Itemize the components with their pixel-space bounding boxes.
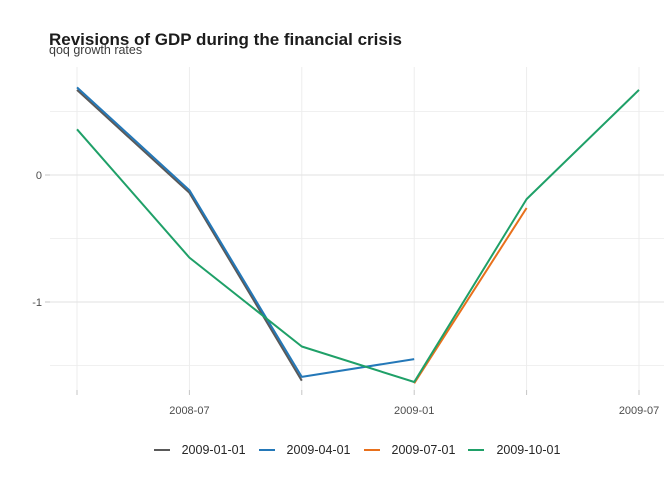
legend-key-line (258, 449, 275, 451)
page-title: Revisions of GDP during the financial cr… (49, 30, 402, 50)
series-line-2009-04-01 (76, 86, 415, 378)
x-axis-tick-label: 2009-07 (619, 405, 659, 417)
y-axis-labels: 0 -1 (32, 170, 42, 309)
legend-item: 2009-01-01 (153, 443, 246, 457)
legend-item: 2009-04-01 (258, 443, 351, 457)
x-gridlines (76, 67, 640, 390)
x-axis-tick-label: 2008-07 (169, 405, 209, 417)
legend-item-label: 2009-10-01 (496, 443, 561, 457)
legend-key-line (363, 449, 380, 451)
legend-key-line (468, 449, 485, 451)
series-line-2009-07-01 (413, 207, 528, 384)
legend-item-label: 2009-04-01 (286, 443, 351, 457)
chart-legend: 2009-01-01 2009-04-01 2009-07-01 2009-10-01 (50, 443, 664, 457)
legend-key-line (153, 449, 170, 451)
legend-item: 2009-07-01 (363, 443, 456, 457)
legend-item-label: 2009-01-01 (181, 443, 246, 457)
x-axis-tick-label: 2009-01 (394, 405, 434, 417)
y-major-gridlines (50, 174, 664, 303)
y-minor-gridlines (50, 111, 664, 366)
x-axis-labels: 2008-07 2009-01 2009-07 (169, 405, 659, 417)
y-axis-tick-label: 0 (36, 170, 42, 182)
legend-item: 2009-10-01 (468, 443, 560, 457)
axis-ticks (45, 174, 640, 395)
page-subtitle: qoq growth rates (49, 43, 143, 57)
series-line-2009-10-01 (76, 89, 640, 383)
y-axis-tick-label: -1 (32, 297, 42, 309)
legend-item-label: 2009-07-01 (391, 443, 456, 457)
series-lines (76, 86, 640, 384)
